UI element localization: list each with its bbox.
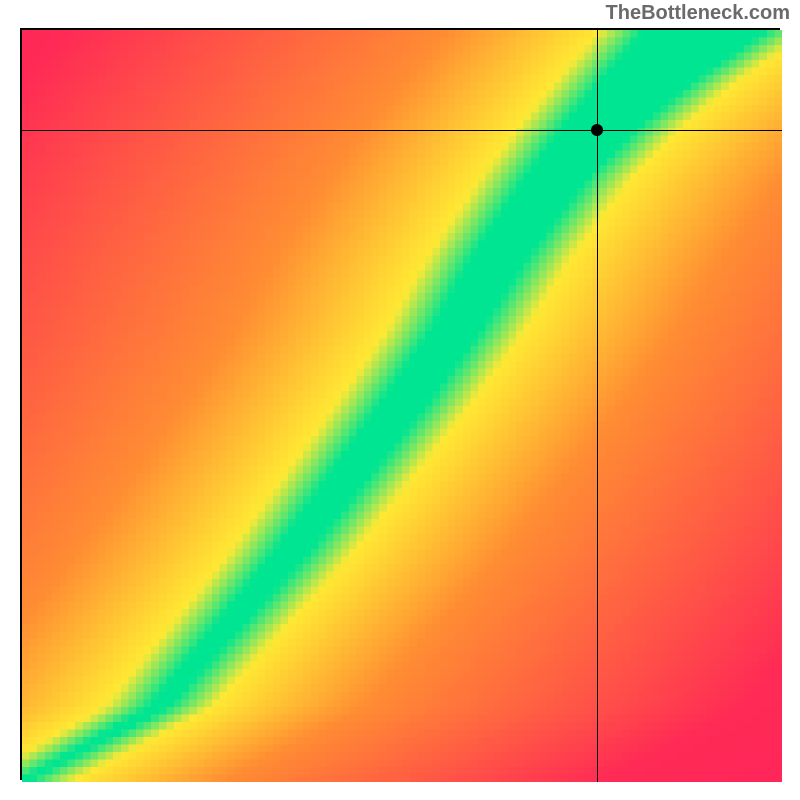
chart-container: TheBottleneck.com <box>0 0 800 800</box>
plot-area <box>20 28 780 780</box>
watermark-text: TheBottleneck.com <box>606 2 790 25</box>
crosshair-horizontal <box>22 130 782 131</box>
marker-dot <box>591 124 603 136</box>
crosshair-vertical <box>597 30 598 782</box>
heatmap-canvas <box>22 30 782 782</box>
